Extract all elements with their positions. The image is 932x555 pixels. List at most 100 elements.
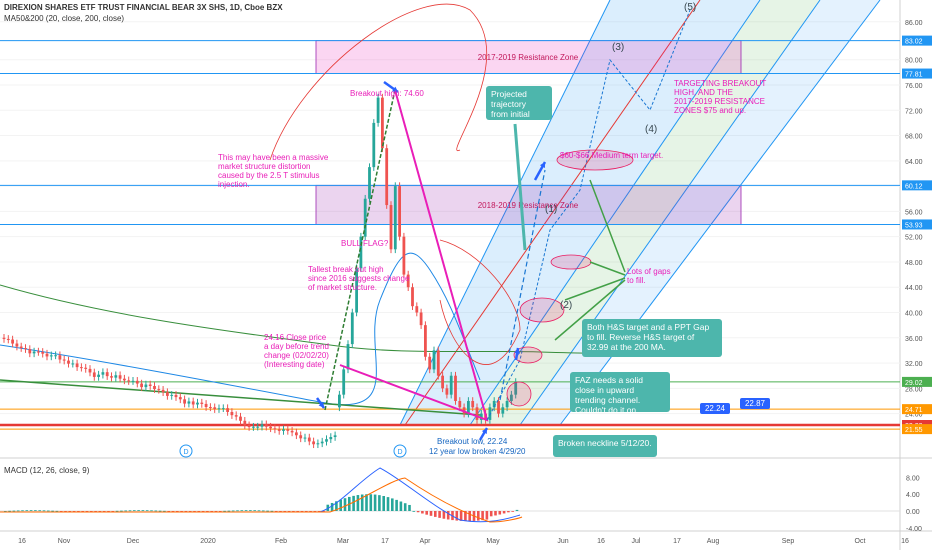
candle [303,433,307,443]
candle [307,433,311,446]
macd-bar [266,510,269,512]
macd-bar [399,501,403,511]
macd-bar [219,511,222,512]
candle [350,308,354,348]
gaps-arrows [554,179,626,341]
macd-bar [300,511,304,512]
gap-ellipse [556,149,634,171]
candle [230,408,234,419]
price-tick: 72.00 [905,108,923,115]
macd-bar [141,510,145,511]
candle [75,359,79,371]
price-tick: 80.00 [905,58,923,65]
macd-bar [485,511,489,520]
svg-text:5/13/20.: 5/13/20. [575,415,606,425]
macd-line [0,467,521,523]
macd-bar [262,510,265,512]
price-tag-bg [902,68,932,79]
candle [24,344,27,353]
time-tick: 16 [597,538,605,545]
macd-bar [438,511,441,518]
candle [92,368,96,381]
macd-bar [511,511,514,512]
candle [191,397,195,409]
projected-wave [486,9,691,421]
medium-target-label: $60-$66 Medium term target. [560,151,663,160]
candle [424,321,427,361]
candle [501,403,505,418]
candle [441,371,444,393]
candle [54,351,57,360]
candle [290,427,294,437]
candle [514,378,518,399]
candle [62,355,66,365]
candle [234,411,238,421]
gap-ellipse [519,297,565,323]
candle [217,404,221,413]
macd-bar [55,510,59,512]
svg-text:2017-2019 RESISTANCE: 2017-2019 RESISTANCE [674,97,765,106]
macd-bar [12,510,16,512]
svg-text:from initial: from initial [491,109,530,119]
candle [170,391,174,400]
candle [239,412,242,425]
candle [15,339,19,351]
channel-midline [404,0,701,426]
macd-bar [150,510,153,512]
candle [385,144,389,209]
svg-text:injection.: injection. [218,180,250,189]
macd-bar [180,511,183,512]
price-tick: 32.00 [905,361,923,368]
candle [286,425,290,435]
candle [178,393,182,404]
price-tag-bg [902,35,932,46]
candle [381,93,384,152]
bull-flag-pole [324,89,396,411]
candle [273,424,277,434]
svg-text:Both H&S target and a PPT Gap: Both H&S target and a PPT Gap [587,322,709,332]
price-tick: 86.00 [905,20,923,27]
candle [110,372,113,382]
candle [436,346,440,380]
svg-text:to fill. Reverse H&S target of: to fill. Reverse H&S target of [587,332,695,342]
candle [492,397,496,412]
macd-bar [4,511,7,512]
macd-bar [214,511,218,512]
macd-bar [25,510,29,512]
candle [338,390,341,412]
price-tick: 28.00 [905,386,923,393]
macd-bar [489,511,493,517]
candle [28,345,32,358]
candle [157,385,161,394]
time-tick: May [486,538,500,545]
macd-bar [515,509,519,511]
macd-bar [115,510,119,512]
candle [105,368,109,380]
candle [389,201,393,254]
trendline [0,379,481,416]
macd-bar [16,510,20,512]
macd-bar [231,510,235,512]
macd-bar [51,510,54,512]
candle [260,420,264,431]
breakout-high-label: Breakout high: 74.60 [350,89,424,98]
neckline-note: Broken neckline 5/12/20. [558,438,652,448]
bull-flag-label: BULL FLAG? [341,239,389,248]
time-tick: 2020 [200,538,216,545]
candle [32,347,36,358]
breakout-arrow-head [392,86,398,92]
macd-label[interactable]: MACD (12, 26, close, 9) [4,466,90,475]
projected-note-box [486,86,552,120]
indicator-label[interactable]: MA50&200 (20, close, 200, close) [4,14,125,23]
dividend-marker [179,444,193,458]
macd-bar [77,511,80,512]
time-tick: 16 [18,538,26,545]
candle [376,93,380,127]
macd-bar [416,511,420,513]
candle [153,382,156,393]
candle [411,283,414,310]
callout-label: 22.24 [705,404,726,413]
